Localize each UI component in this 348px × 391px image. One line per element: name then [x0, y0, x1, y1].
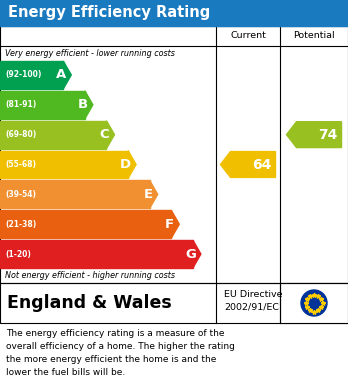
- Bar: [0, 240, 193, 268]
- Polygon shape: [85, 91, 93, 119]
- Polygon shape: [128, 151, 136, 178]
- Text: C: C: [100, 128, 110, 141]
- Bar: [0, 91, 85, 119]
- Bar: [0, 151, 128, 178]
- Text: F: F: [165, 218, 174, 231]
- Text: England & Wales: England & Wales: [7, 294, 172, 312]
- Text: Energy Efficiency Rating: Energy Efficiency Rating: [8, 5, 210, 20]
- Polygon shape: [63, 61, 71, 89]
- Text: Not energy efficient - higher running costs: Not energy efficient - higher running co…: [5, 271, 175, 280]
- Text: (92-100): (92-100): [5, 70, 41, 79]
- Text: The energy efficiency rating is a measure of the
overall efficiency of a home. T: The energy efficiency rating is a measur…: [6, 329, 235, 377]
- Polygon shape: [221, 152, 276, 178]
- Text: Potential: Potential: [293, 32, 335, 41]
- Text: (39-54): (39-54): [5, 190, 36, 199]
- Text: (69-80): (69-80): [5, 130, 36, 139]
- Text: 74: 74: [318, 127, 338, 142]
- Text: (1-20): (1-20): [5, 249, 31, 258]
- Bar: [0, 0, 348, 26]
- Text: Current: Current: [230, 32, 266, 41]
- Text: D: D: [120, 158, 131, 171]
- Text: A: A: [56, 68, 66, 81]
- Circle shape: [301, 290, 327, 316]
- Polygon shape: [193, 240, 201, 268]
- Bar: [0, 210, 171, 238]
- Text: (21-38): (21-38): [5, 220, 36, 229]
- Bar: [0, 26, 348, 283]
- Bar: [0, 283, 348, 323]
- Text: (81-91): (81-91): [5, 100, 36, 109]
- Text: E: E: [144, 188, 153, 201]
- Bar: [280, 283, 348, 323]
- Bar: [0, 61, 63, 89]
- Bar: [0, 180, 150, 208]
- Text: 64: 64: [252, 158, 271, 172]
- Polygon shape: [150, 180, 158, 208]
- Polygon shape: [286, 122, 341, 147]
- Text: (55-68): (55-68): [5, 160, 36, 169]
- Polygon shape: [106, 121, 114, 149]
- Bar: [0, 121, 106, 149]
- Text: EU Directive
2002/91/EC: EU Directive 2002/91/EC: [224, 290, 283, 312]
- Polygon shape: [171, 210, 179, 238]
- Text: B: B: [78, 98, 88, 111]
- Text: G: G: [185, 248, 196, 260]
- Text: Very energy efficient - lower running costs: Very energy efficient - lower running co…: [5, 48, 175, 57]
